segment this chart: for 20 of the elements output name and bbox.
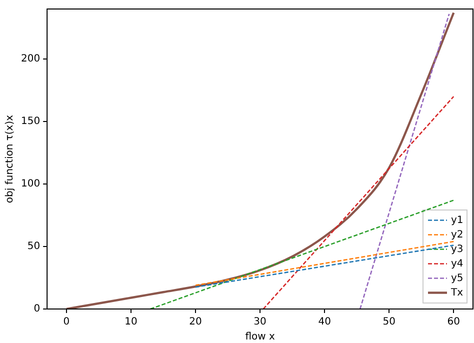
x-tick-label: 50	[382, 316, 396, 328]
y-tick-label: 50	[27, 241, 40, 252]
legend-label: Tx	[450, 287, 464, 298]
x-tick-label: 60	[447, 316, 460, 328]
x-tick-label: 20	[189, 316, 202, 328]
legend-label: y3	[451, 244, 464, 255]
y-tick-label: 100	[20, 178, 40, 190]
legend-label: y2	[451, 229, 464, 240]
y-tick-label: 150	[20, 116, 40, 128]
x-axis-title: flow x	[245, 332, 275, 343]
legend-label: y4	[451, 258, 464, 270]
y-axis-title: obj function τ(x)x	[4, 114, 16, 204]
x-tick-label: 10	[124, 316, 138, 328]
y-tick-label: 0	[34, 304, 40, 315]
x-tick-label: 40	[318, 316, 331, 328]
x-tick-label: 0	[63, 316, 70, 328]
y-tick-label: 200	[20, 54, 40, 65]
legend-label: y5	[451, 272, 464, 284]
x-tick-label: 30	[254, 316, 266, 328]
legend-label: y1	[451, 214, 464, 226]
